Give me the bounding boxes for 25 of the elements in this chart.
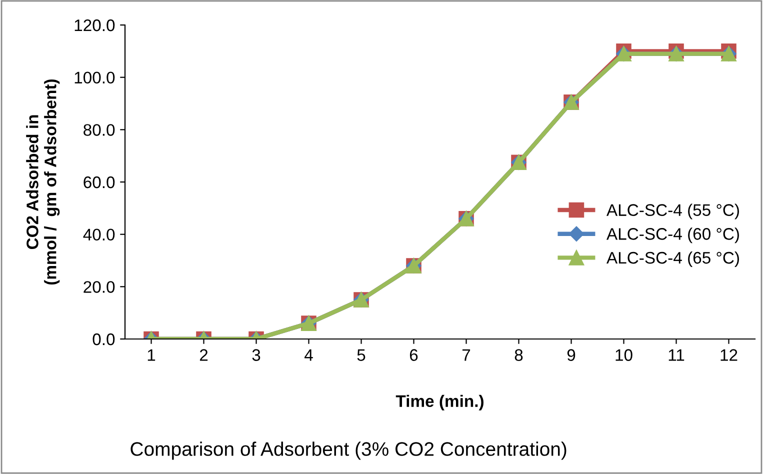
- x-tick-label: 7: [462, 349, 470, 361]
- x-tick-label: 11: [668, 349, 684, 361]
- x-tick-label: 4: [304, 349, 313, 361]
- x-tick-label: 10: [616, 349, 632, 361]
- text: Comparison of Adsorbent (3% CO2 Concentration): [130, 442, 566, 460]
- x-tick-label: 9: [567, 349, 576, 361]
- y-tick-label: 60.0: [84, 176, 115, 188]
- y-axis-title: CO2 Adsorbed in (mmol / gm of Adsorbent): [26, 79, 60, 285]
- legend-label: ALC-SC-4 (55 °C): [606, 204, 739, 220]
- y-tick-label: 0.0: [92, 333, 115, 346]
- x-tick-label: 3: [252, 349, 260, 361]
- x-tick-label: 5: [357, 349, 366, 361]
- y-tick-label: 120.0: [74, 19, 115, 32]
- y-tick-label: 20.0: [84, 281, 115, 293]
- x-tick-label: 2: [200, 349, 208, 361]
- x-axis-title: Time (min.): [396, 394, 484, 410]
- y-tick-label: 40.0: [83, 228, 115, 241]
- legend-label: ALC-SC-4 (60 °C): [606, 228, 739, 244]
- x-tick-label: 8: [514, 349, 523, 361]
- y-tick-label: 100.0: [74, 72, 115, 84]
- x-tick-label: 6: [410, 349, 418, 361]
- x-tick-label: 12: [720, 349, 738, 361]
- y-tick-label: 80.0: [84, 124, 115, 136]
- legend-label: ALC-SC-4 (65 °C): [606, 251, 739, 268]
- x-tick-label: 1: [148, 349, 156, 361]
